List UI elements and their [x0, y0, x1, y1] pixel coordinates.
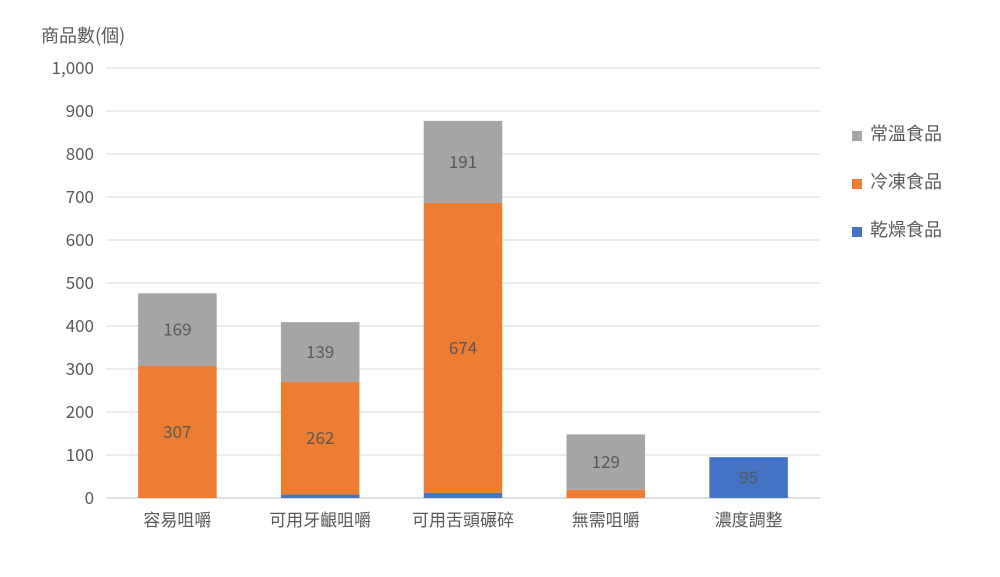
bar-value-label: 95	[739, 464, 758, 489]
y-tick-label: 200	[66, 398, 94, 423]
legend-swatch	[852, 179, 862, 189]
x-tick-label: 無需咀嚼	[572, 506, 640, 531]
x-tick-label: 容易咀嚼	[143, 506, 211, 531]
y-axis-title: 商品數(個)	[41, 22, 125, 48]
chart-svg: 0 100 200 300 400 500 600 700 800 900 1,000 商品數(個) 3…	[0, 0, 1000, 577]
y-tick-label: 700	[66, 183, 94, 208]
y-tick-label: 600	[66, 226, 94, 251]
y-tick-label: 0	[85, 484, 94, 509]
y-tick-label: 900	[66, 97, 94, 122]
bar-value-label: 262	[306, 424, 334, 449]
x-tick-label: 濃度調整	[715, 506, 783, 531]
legend-label: 冷凍食品	[870, 168, 942, 194]
x-tick-label: 可用牙齦咀嚼	[269, 506, 371, 531]
legend-label: 常溫食品	[870, 120, 942, 146]
bar-value-label: 169	[163, 316, 191, 341]
y-tick-label: 400	[66, 312, 94, 337]
y-tick-label: 1,000	[52, 54, 94, 79]
bar-value-label: 139	[306, 338, 334, 363]
bar-value-label: 129	[592, 448, 620, 473]
legend-swatch	[852, 131, 862, 141]
stacked-bar-chart: 0 100 200 300 400 500 600 700 800 900 1,000 商品數(個) 3…	[0, 0, 1000, 577]
y-tick-label: 800	[66, 140, 94, 165]
legend-label: 乾燥食品	[870, 216, 942, 242]
y-tick-label: 300	[66, 355, 94, 380]
bar-value-label: 191	[449, 148, 477, 173]
bar-segment	[567, 490, 646, 498]
x-tick-label: 可用舌頭碾碎	[412, 506, 514, 531]
y-tick-label: 500	[66, 269, 94, 294]
bar-value-label: 307	[163, 418, 191, 443]
y-tick-label: 100	[66, 441, 94, 466]
bar-value-label: 674	[449, 334, 477, 359]
legend-swatch	[852, 227, 862, 237]
